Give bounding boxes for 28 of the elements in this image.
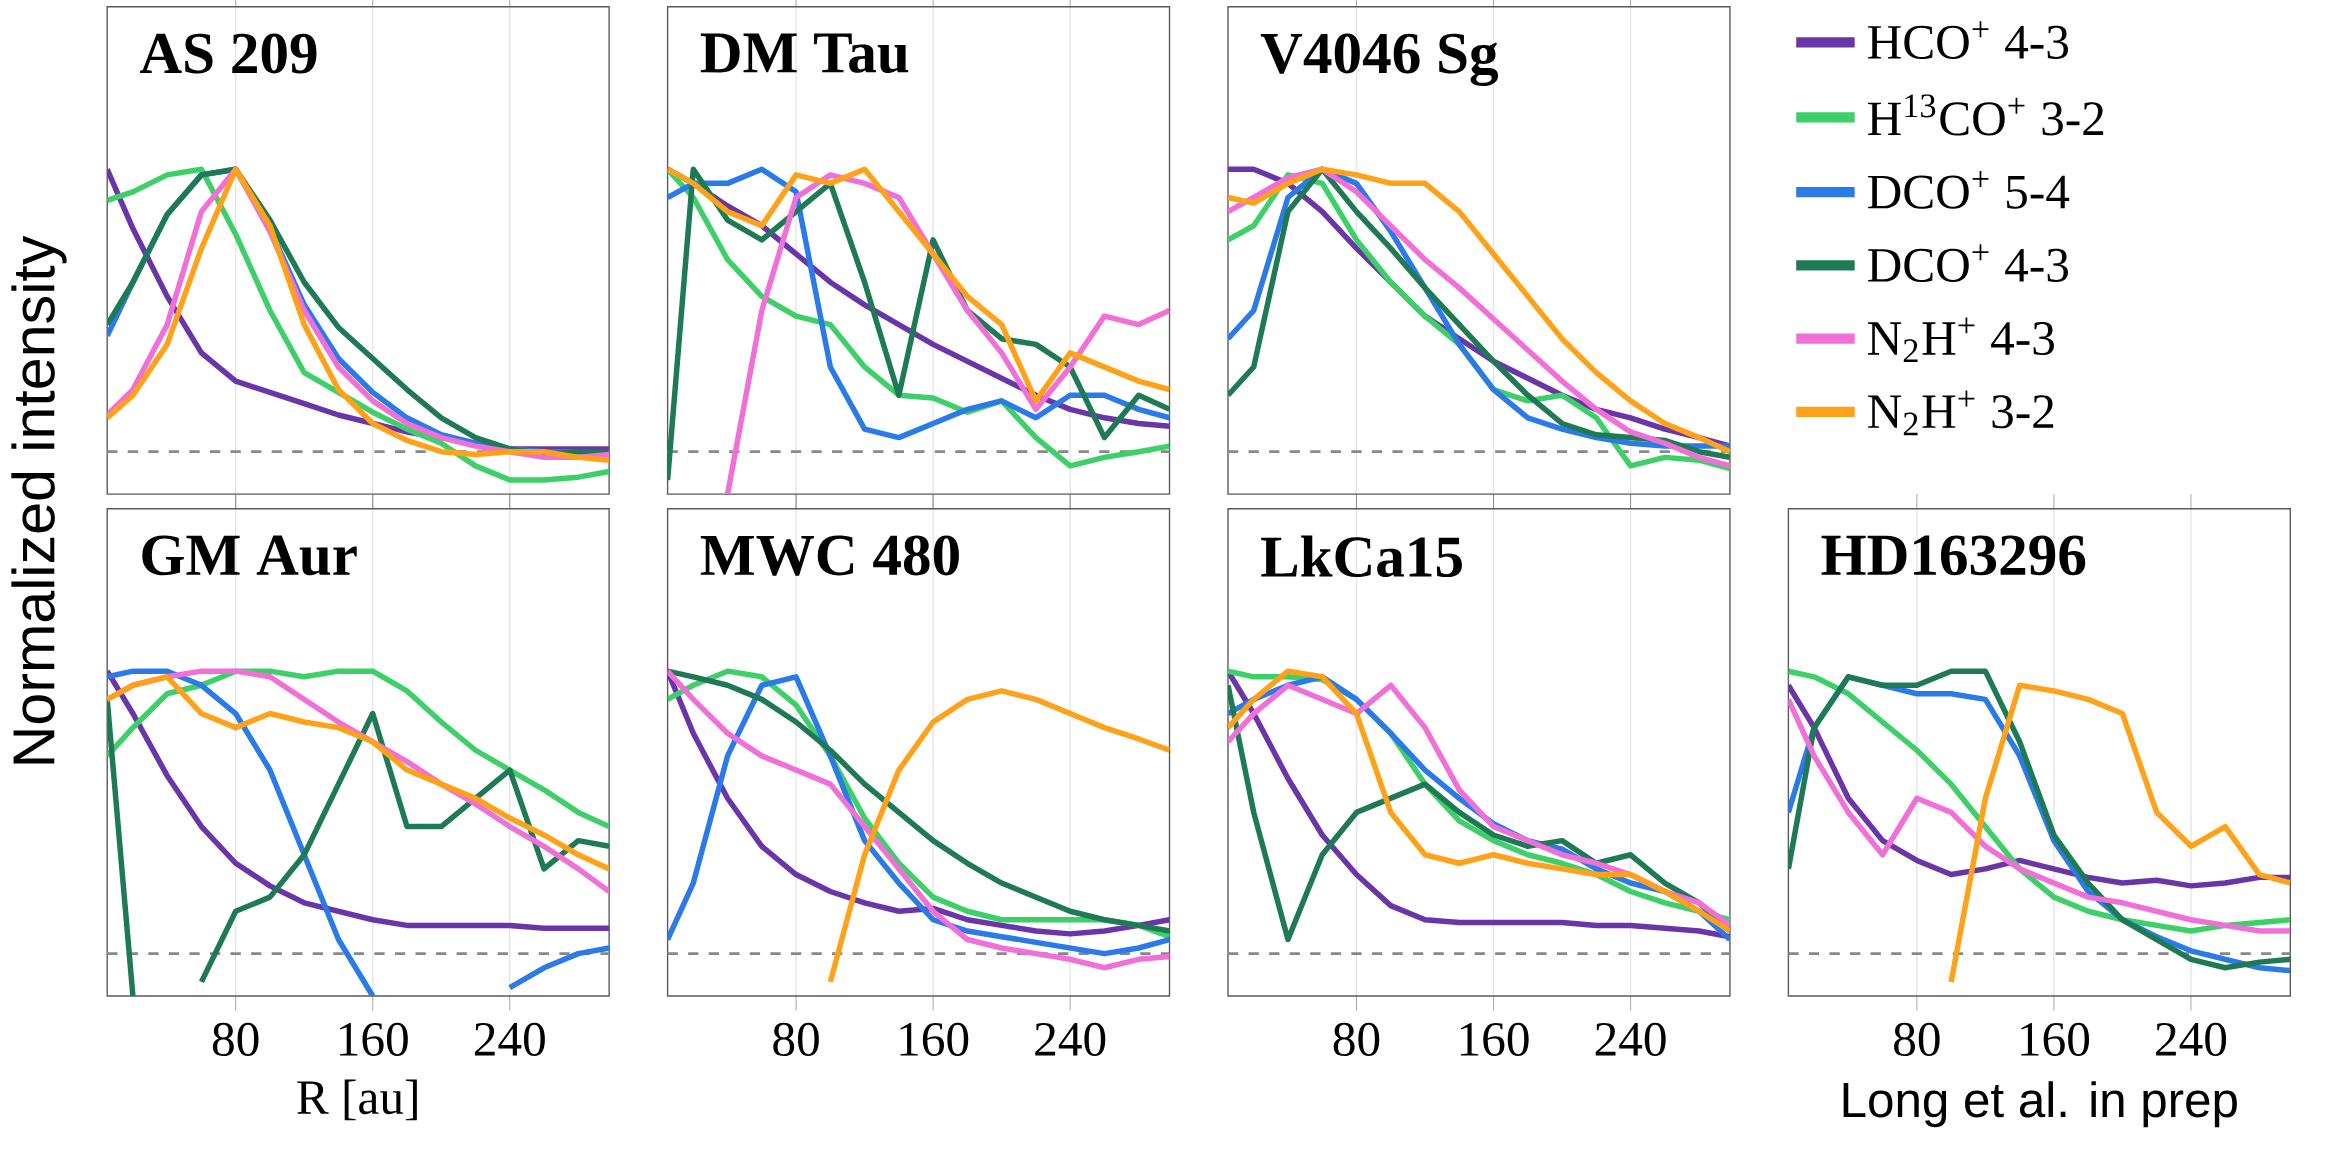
x-tick-label: 160 bbox=[900, 1022, 969, 1057]
legend-label: HCO$^{+}$ 4-3 bbox=[1868, 21, 2068, 60]
x-tick-label: 240 bbox=[2156, 1022, 2227, 1057]
chart-title: HD163296 bbox=[1821, 535, 2086, 576]
x-tick-label: 80 bbox=[773, 1022, 819, 1057]
x-tick-label: 240 bbox=[474, 1022, 545, 1057]
x-tick-label: 240 bbox=[1595, 1022, 1666, 1057]
chart-title: GM Aur bbox=[142, 535, 357, 576]
legend-label: DCO$^{+}$ 5-4 bbox=[1868, 171, 2070, 209]
x-tick-label: 240 bbox=[1035, 1022, 1106, 1057]
legend-label: N$_{2}$H$^{+}$ 3-2 bbox=[1868, 390, 2054, 436]
chart-title: V4046 Sg bbox=[1260, 33, 1498, 87]
chart-title: MWC 480 bbox=[700, 535, 959, 576]
x-tick-label: 80 bbox=[1894, 1022, 1940, 1057]
text: Long et al. in prep bbox=[1843, 1081, 2237, 1128]
legend-label: N$_{2}$H$^{+}$ 4-3 bbox=[1868, 317, 2054, 363]
x-tick-label: 160 bbox=[340, 1022, 408, 1057]
chart-title: AS 209 bbox=[139, 33, 317, 74]
chart-title: LkCa15 bbox=[1261, 535, 1462, 578]
x-axis-title: R [au] bbox=[297, 1079, 417, 1121]
x-tick-label: 160 bbox=[1460, 1022, 1529, 1057]
legend-label: DCO$^{+}$ 4-3 bbox=[1868, 244, 2068, 282]
x-tick-label: 160 bbox=[2021, 1022, 2090, 1057]
y-axis-title: Normalized intensity bbox=[11, 235, 67, 764]
x-tick-label: 80 bbox=[212, 1022, 259, 1057]
chart-title: DM Tau bbox=[700, 33, 909, 74]
x-tick-label: 80 bbox=[1333, 1022, 1380, 1057]
legend-label: H$^{13}$CO$^{+}$ 3-2 bbox=[1868, 94, 2104, 136]
